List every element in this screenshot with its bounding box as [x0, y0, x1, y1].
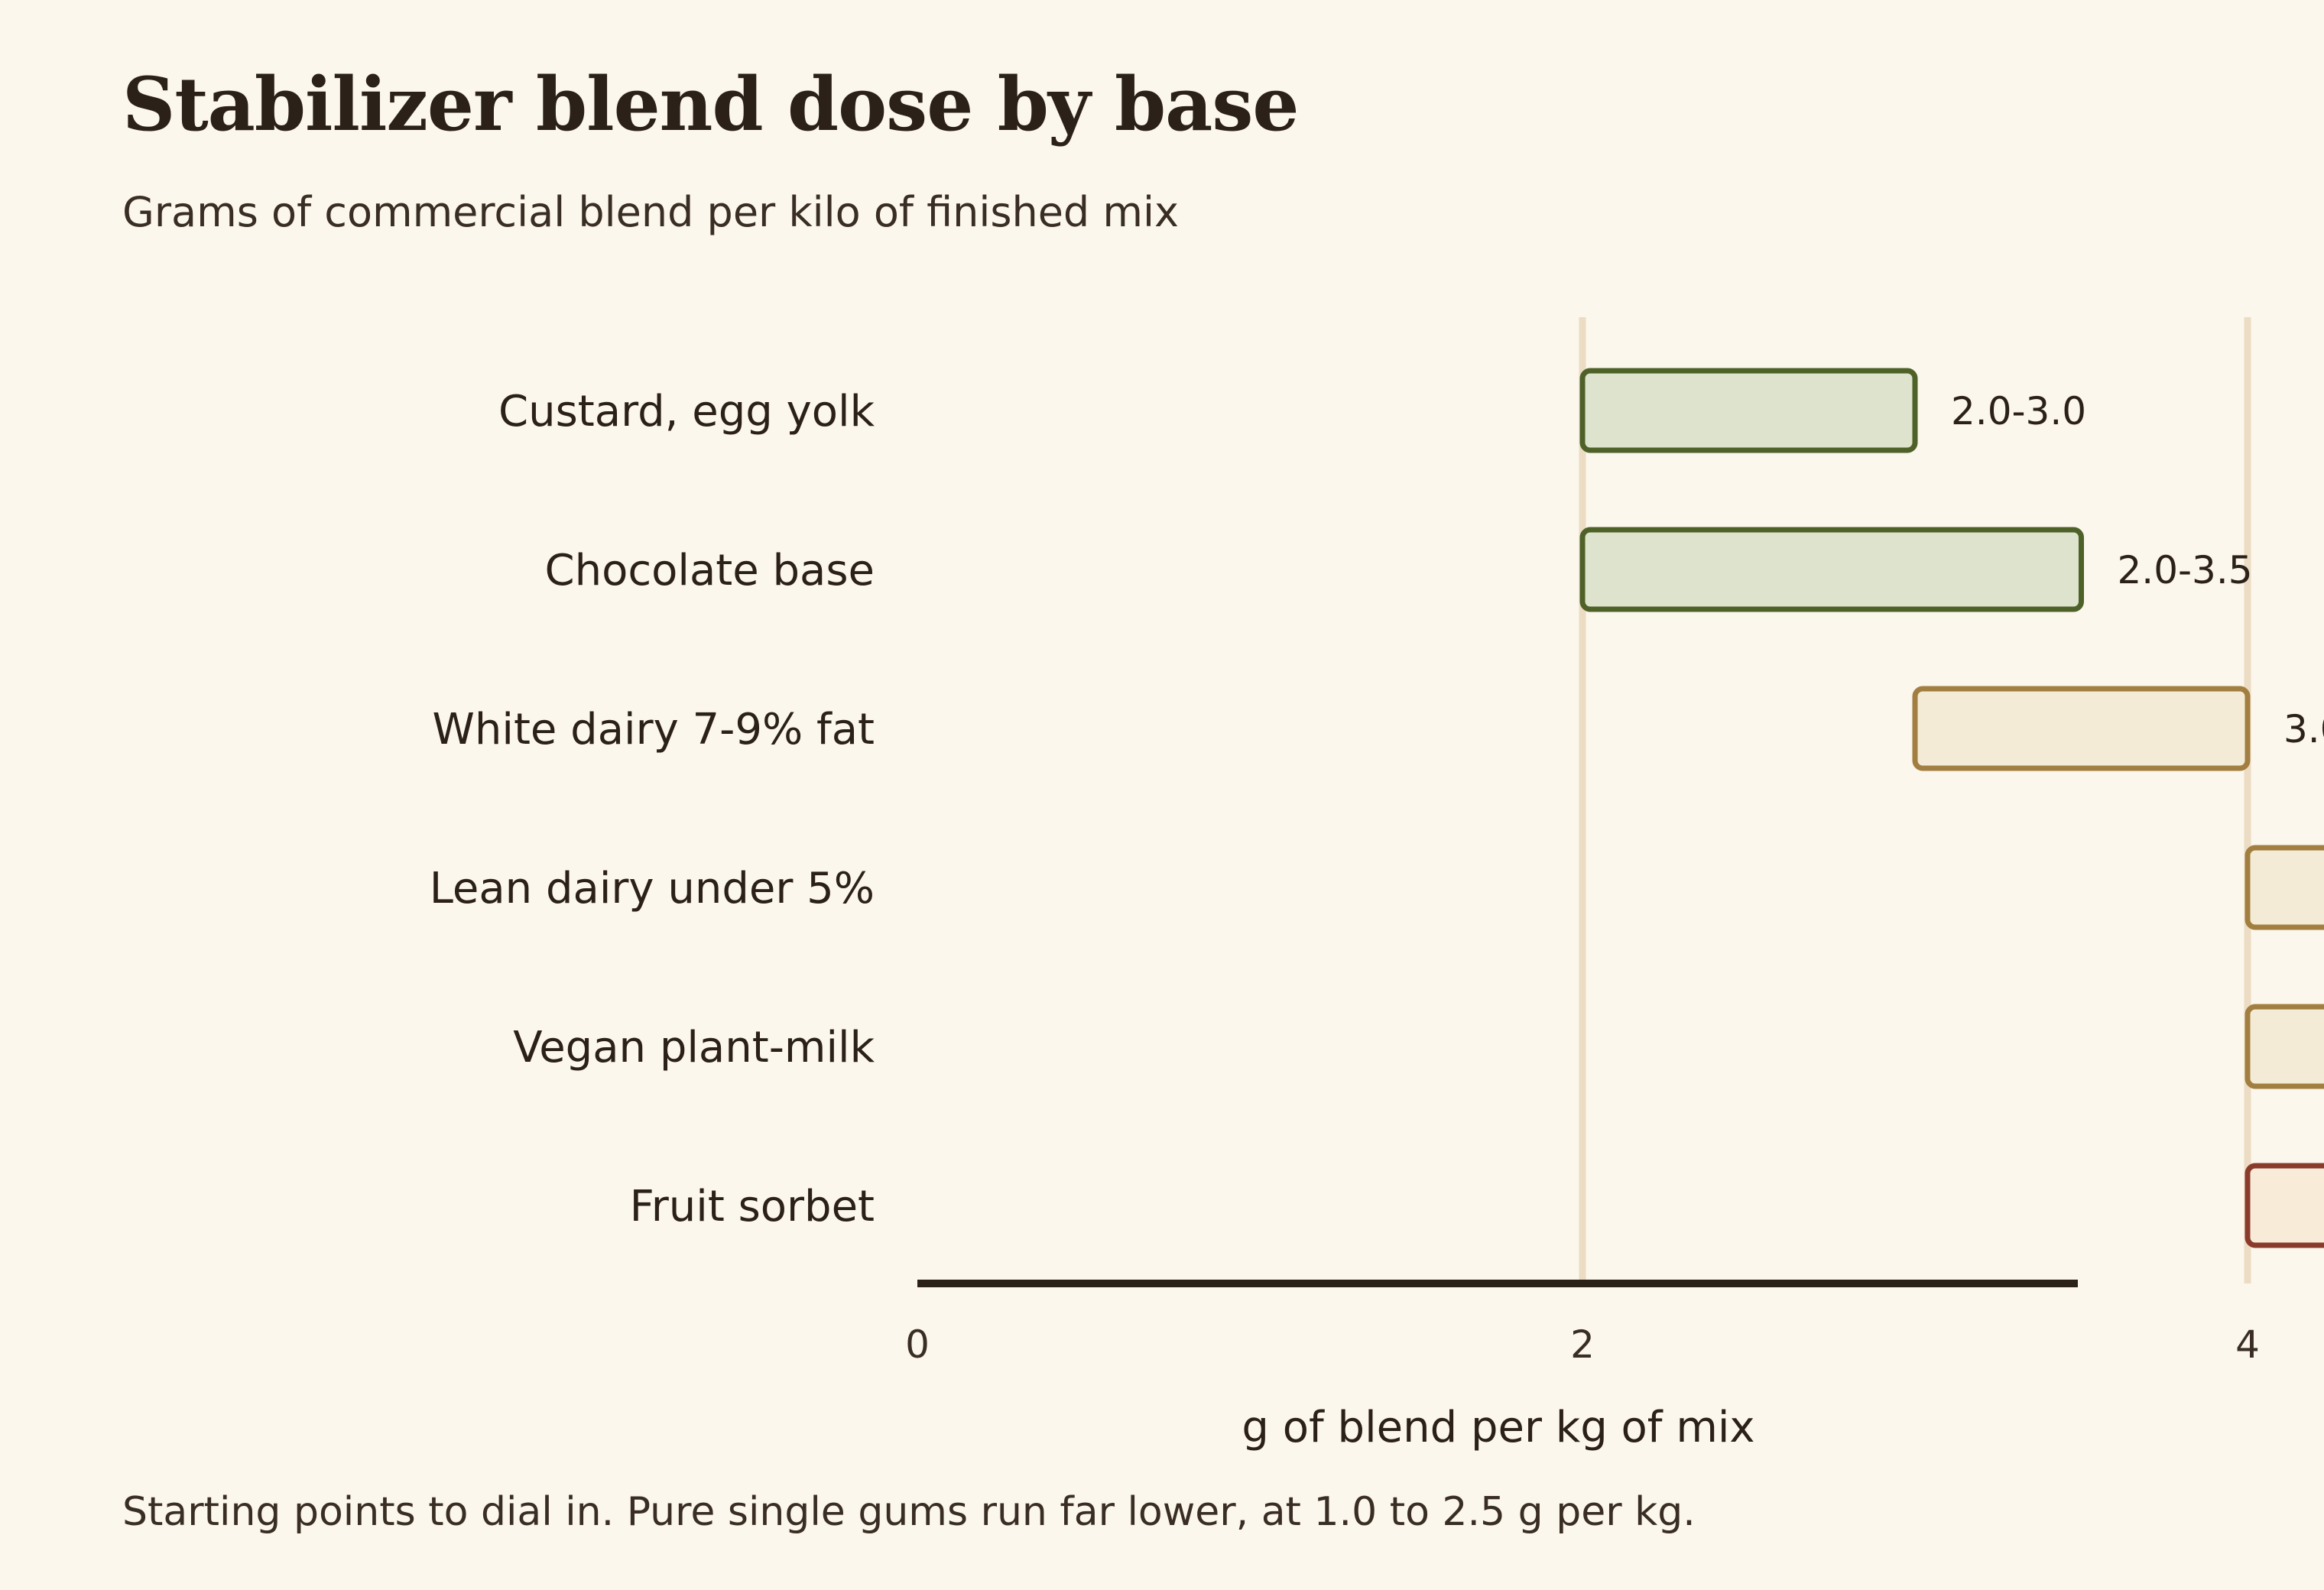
- category-label: Vegan plant-milk: [513, 1023, 875, 1072]
- category-label: Chocolate base: [545, 546, 875, 595]
- category-label: White dairy 7-9% fat: [433, 705, 875, 754]
- x-tick-labels: 0246: [905, 1322, 2260, 1367]
- x-tick-label: 2: [1570, 1322, 1595, 1367]
- range-bar: [1579, 368, 1918, 453]
- chart-subtitle: Grams of commercial blend per kilo of fi…: [122, 188, 1179, 236]
- gridlines: [1579, 317, 2251, 1283]
- x-tick-label: 0: [905, 1322, 930, 1367]
- value-label: 3.0-4.0: [2283, 707, 2324, 751]
- range-bars: [1579, 368, 2324, 1248]
- x-tick-label: 4: [2235, 1322, 2260, 1367]
- value-labels: 2.0-3.02.0-3.53.0-4.04.0-5.04.0-5.04.0-6…: [1951, 389, 2324, 751]
- category-label: Custard, egg yolk: [498, 387, 875, 436]
- value-label: 2.0-3.0: [1951, 389, 2086, 433]
- category-labels: Custard, egg yolk Chocolate base White dai…: [430, 387, 875, 1231]
- chart-footnote: Starting points to dial in. Pure single …: [122, 1489, 1696, 1535]
- range-bar: [1579, 527, 2084, 612]
- value-label: 2.0-3.5: [2118, 548, 2253, 592]
- range-bar: [2244, 1004, 2324, 1089]
- category-label: Lean dairy under 5%: [430, 864, 875, 913]
- range-bar: [2244, 845, 2324, 930]
- chart-title: Stabilizer blend dose by base: [122, 61, 1299, 148]
- range-bar: [2244, 1163, 2324, 1248]
- range-bar: [1912, 686, 2251, 771]
- category-label: Fruit sorbet: [630, 1182, 875, 1231]
- x-axis-title: g of blend per kg of mix: [1242, 1403, 1754, 1452]
